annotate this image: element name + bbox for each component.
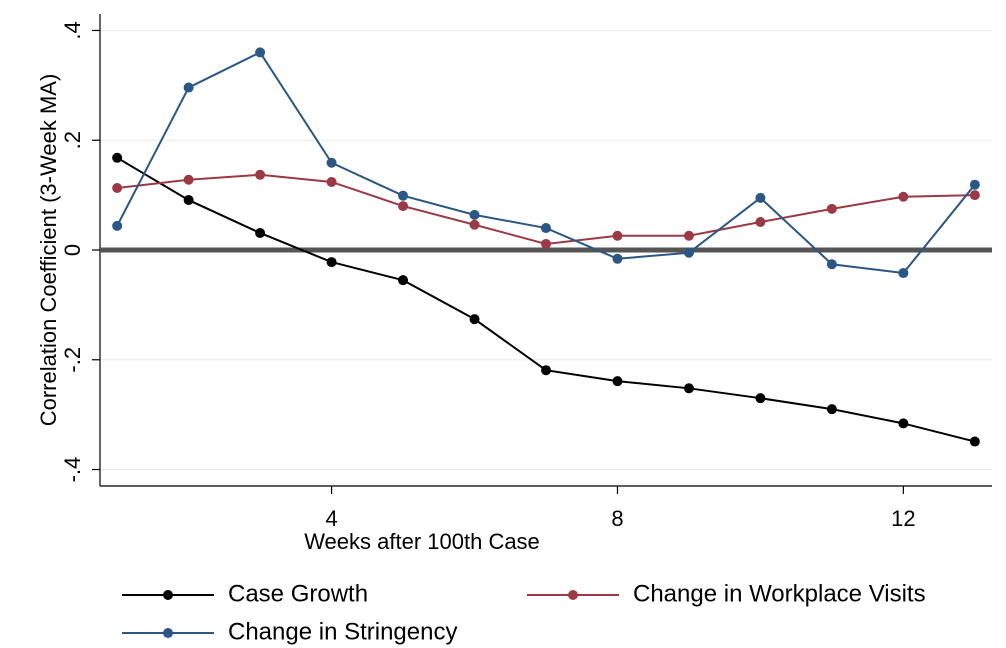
point — [326, 157, 337, 168]
y-axis-label: Correlation Coefficient (3-Week MA) — [36, 74, 61, 427]
x-tick-label: 4 — [325, 506, 337, 531]
point — [469, 314, 480, 325]
point — [755, 192, 766, 203]
y-tick-label: -.4 — [60, 457, 85, 483]
legend-marker — [163, 590, 173, 600]
y-tick-label: 0 — [60, 244, 85, 256]
point — [326, 176, 337, 187]
point — [755, 217, 766, 228]
point — [398, 201, 409, 212]
point — [755, 393, 766, 404]
point — [612, 230, 623, 241]
point — [683, 247, 694, 258]
point — [398, 275, 409, 286]
y-tick-label: -.2 — [60, 347, 85, 373]
point — [398, 190, 409, 201]
series-line — [116, 156, 976, 443]
point — [612, 253, 623, 264]
point — [541, 238, 551, 249]
point — [183, 195, 194, 206]
point — [541, 223, 551, 234]
point — [112, 220, 123, 231]
y-tick-label: .4 — [60, 21, 85, 39]
point — [969, 190, 980, 201]
point — [469, 219, 480, 230]
point — [183, 82, 194, 93]
point — [612, 376, 623, 387]
point — [183, 174, 194, 185]
point — [826, 203, 837, 214]
point — [969, 436, 980, 447]
legend-label: Change in Workplace Visits — [633, 580, 926, 607]
point — [898, 268, 909, 279]
point — [326, 257, 337, 268]
point — [541, 365, 551, 376]
point — [683, 230, 694, 241]
y-tick-label: .2 — [60, 131, 85, 149]
point — [255, 227, 266, 238]
legend-marker — [163, 628, 173, 638]
point — [826, 259, 837, 270]
legend-label: Change in Stringency — [228, 618, 457, 645]
legend-marker — [568, 590, 578, 600]
point — [255, 47, 266, 58]
point — [898, 191, 909, 202]
point — [255, 169, 266, 180]
point — [683, 383, 694, 394]
legend-label: Case Growth — [228, 580, 368, 607]
point — [826, 404, 837, 415]
point — [112, 152, 123, 163]
series-line — [117, 173, 975, 245]
x-tick-label: 8 — [611, 506, 623, 531]
point — [969, 179, 980, 190]
point — [469, 209, 480, 220]
x-tick-label: 12 — [891, 506, 915, 531]
point — [112, 182, 123, 193]
point — [898, 418, 909, 429]
x-axis-label: Weeks after 100th Case — [304, 529, 540, 554]
